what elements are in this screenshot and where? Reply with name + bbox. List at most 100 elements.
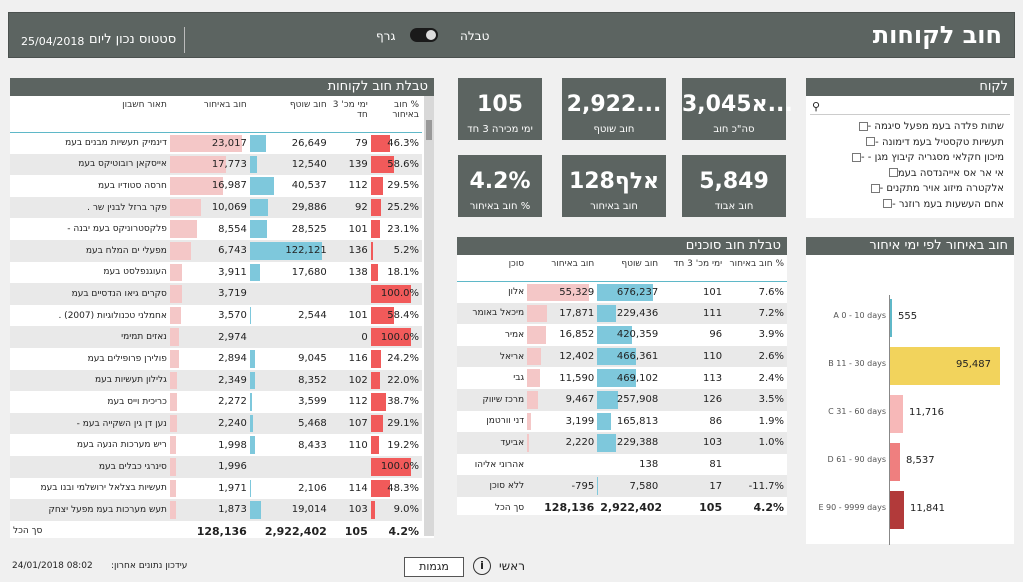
pct-bar xyxy=(370,306,394,325)
search-icon[interactable]: ⚲ xyxy=(812,100,821,113)
late-cell: 2,240 xyxy=(169,412,250,435)
table-row[interactable]: נען דן גין השקייה בעמ - 2,240 5,468 107 … xyxy=(10,412,422,435)
col-current-debt[interactable]: חוב שוטף xyxy=(289,100,327,110)
customers-scrollbar[interactable] xyxy=(424,96,434,536)
col-agent-late[interactable]: חוב באיחור xyxy=(551,259,595,269)
table-row[interactable]: דינמיק תעשיות מבנים בעמ 23,017 26,649 79… xyxy=(10,132,422,154)
agent-current-bar xyxy=(597,390,619,409)
agent-name: ללא סוכן xyxy=(457,475,528,497)
col-late-debt[interactable]: חוב באיחור xyxy=(203,100,247,110)
trends-button[interactable]: מגמות xyxy=(404,557,464,577)
table-row[interactable]: סקרים גיאו הנדסיים בעמ 3,719 100.0% xyxy=(10,283,422,305)
checkbox-icon[interactable] xyxy=(883,199,893,208)
chart-bar[interactable] xyxy=(890,395,903,433)
account-name: חרסה סטודיו בעמ xyxy=(98,180,167,191)
filter-item[interactable]: אי אר אס אייהנדסה בעמ xyxy=(810,166,1010,182)
pct-bar xyxy=(370,371,380,390)
agent-row[interactable]: אביעד 2,220 229,388 103 1.0% xyxy=(457,432,787,454)
table-row[interactable]: כריכית וייס בעמ 2,272 3,599 112 38.7% xyxy=(10,391,422,413)
table-row[interactable]: פולירן פרופילים בעמ 2,894 9,045 116 24.2… xyxy=(10,348,422,370)
checkbox-icon[interactable] xyxy=(870,183,880,193)
kpi-label: ימי מכירה 3 חד xyxy=(467,124,533,135)
customer-filter-panel: לקוח ⚲ שתות פלדה בעמ מפעל סיגמה - תעשיות … xyxy=(806,78,1014,218)
toggle-table-label[interactable]: טבלה xyxy=(460,29,490,43)
scrollbar-thumb[interactable] xyxy=(426,120,432,140)
table-row[interactable]: העוגנפלסט בעמ 3,911 17,680 138 18.1% xyxy=(10,262,422,284)
late-bar xyxy=(169,306,181,325)
table-row[interactable]: אחמלני טכנולוגיות (2007) . 3,570 2,544 1… xyxy=(10,305,422,327)
current-bar xyxy=(249,479,251,498)
col-sales-days[interactable]: ימי מכ' 3 חד xyxy=(332,100,368,120)
col-agent[interactable]: סוכן xyxy=(508,259,525,269)
agent-late-cell xyxy=(527,454,597,476)
agent-row[interactable]: דני וורטמן 3,199 165,813 86 1.9% xyxy=(457,411,787,433)
checkbox-icon[interactable] xyxy=(852,152,862,162)
chart-bar[interactable] xyxy=(890,491,904,529)
agents-total-days: 105 xyxy=(699,501,723,515)
table-row[interactable]: פקר ברזל לבנין שר . 10,069 29,886 92 25.… xyxy=(10,196,422,219)
agent-row[interactable]: ללא סוכן -795 7,580 17 -11.7% xyxy=(457,475,787,497)
table-row[interactable]: מפעלי ים המלח בעמ 6,743 122,121 136 5.2% xyxy=(10,239,422,262)
kpi-label: חוב באיחור xyxy=(590,201,638,212)
col-account-desc[interactable]: תאור חשבון xyxy=(122,100,167,110)
filter-item[interactable]: אלקטרה מיזוג אויר מתקנים - xyxy=(810,181,1010,197)
col-agent-days[interactable]: ימי מכ' 3 חד xyxy=(673,259,723,269)
account-name: דינמיק תעשיות מבנים בעמ xyxy=(65,138,167,149)
agent-current-cell: 165,813 xyxy=(597,411,661,433)
pct-value: 38.7% xyxy=(387,396,419,408)
table-row[interactable]: גלילון תעשיות בעמ 2,349 8,352 102 22.0% xyxy=(10,369,422,392)
current-bar xyxy=(249,134,266,152)
status-date: 25/04/2018 xyxy=(21,35,85,48)
search-underline xyxy=(810,114,1010,115)
filter-item[interactable]: מיכון חקלאי מסגריה קיבוץ מגן - - xyxy=(810,150,1010,166)
toggle-graph-label[interactable]: גרף xyxy=(376,29,396,43)
account-name: פולירן פרופילים בעמ xyxy=(87,353,167,364)
days-value: 114 xyxy=(348,482,368,494)
chart-bar[interactable] xyxy=(890,443,900,481)
table-row[interactable]: סינרגי כבלים בעמ 1,996 100.0% xyxy=(10,455,422,478)
current-value: 122,121 xyxy=(285,245,327,257)
col-late-pct[interactable]: % חוב באיחור xyxy=(392,100,419,120)
checkbox-icon[interactable] xyxy=(858,121,868,131)
agent-late-bar xyxy=(527,369,541,387)
filter-item[interactable]: שתות פלדה בעמ מפעל סיגמה - xyxy=(810,119,1010,135)
late-cell: 3,911 xyxy=(169,262,250,284)
agent-row[interactable]: אריאל 12,402 466,361 110 2.6% xyxy=(457,345,787,368)
table-row[interactable]: נאזים תמימי 2,974 0 100.0% xyxy=(10,326,422,348)
table-row[interactable]: אייסקאן רובוטיקס בעמ 17,773 12,540 139 5… xyxy=(10,153,422,176)
days-value: 0 xyxy=(329,326,371,348)
pct-value: 100.0% xyxy=(380,331,419,343)
chart-bar[interactable] xyxy=(890,347,1000,385)
filter-item[interactable]: תעשיות טקסטיל בעמ דימונה - xyxy=(810,135,1010,151)
table-row[interactable]: ריש מערכות הנעה בעמ 1,998 8,433 110 19.2… xyxy=(10,434,422,456)
table-row[interactable]: חרסה סטודיו בעמ 16,987 40,537 112 29.5% xyxy=(10,175,422,197)
days-value: 138 xyxy=(348,266,368,278)
agent-late-bar xyxy=(527,434,530,452)
current-bar xyxy=(249,393,252,411)
info-icon[interactable]: i xyxy=(473,557,491,575)
agent-row[interactable]: גבי 11,590 469,102 113 2.4% xyxy=(457,367,787,389)
account-name: תעשיות בצלאל ירושלמי ובנו בעמ xyxy=(40,483,167,494)
col-agent-current[interactable]: חוב שוטף xyxy=(621,259,659,269)
agent-row[interactable]: אלון 55,329 676,237 101 7.6% xyxy=(457,281,787,303)
agent-row[interactable]: אהרוני אליהו 138 81 xyxy=(457,454,787,476)
table-row[interactable]: פלקסטרוניקס בעמ יבנה - 8,554 28,525 101 … xyxy=(10,218,422,240)
pct-value: 58.6% xyxy=(387,158,419,170)
agent-row[interactable]: מרכז שיווק 9,467 257,908 126 3.5% xyxy=(457,388,787,411)
kpi-value: 2,922... xyxy=(566,92,662,117)
col-agent-pct[interactable]: % חוב באיחור xyxy=(729,259,784,269)
chart-bar[interactable] xyxy=(890,299,892,337)
view-toggle-switch[interactable] xyxy=(410,28,438,42)
table-row[interactable]: תעש מערכות בעמ מפעל יצחק 1,873 19,014 10… xyxy=(10,499,422,521)
filter-item[interactable]: אחם העשעות בעמ רוזנר - xyxy=(810,197,1010,213)
pct-value: 29.1% xyxy=(387,418,419,430)
agent-row[interactable]: אמיר 16,852 420,359 96 3.9% xyxy=(457,324,787,346)
agent-row[interactable]: מיכאל באומר 17,871 229,436 111 7.2% xyxy=(457,302,787,325)
home-link[interactable]: ראשי xyxy=(499,559,525,573)
current-cell: 2,544 xyxy=(249,305,330,327)
late-cell: 23,017 xyxy=(169,132,250,154)
table-row[interactable]: תעשיות בצלאל ירושלמי ובנו בעמ 1,971 2,10… xyxy=(10,478,422,500)
checkbox-icon[interactable] xyxy=(866,137,876,146)
checkbox-icon[interactable] xyxy=(888,168,898,177)
kpi-current-debt: 2,922... חוב שוטף xyxy=(562,78,666,140)
